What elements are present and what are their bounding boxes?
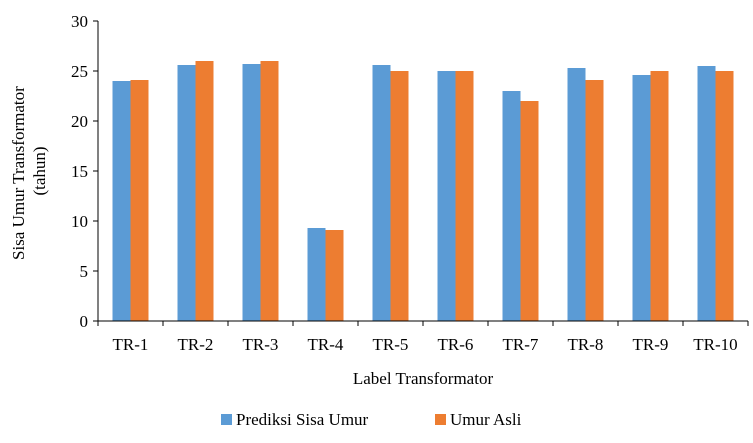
bar-umur-asli-tr-1	[130, 80, 149, 321]
y-axis: 0 5 10 15 20 25 30	[71, 12, 99, 331]
bar-umur-asli-tr-7	[520, 101, 539, 321]
bar-prediksi-tr-9	[632, 75, 651, 321]
y-tick-label: 0	[80, 312, 89, 331]
x-tick-label: TR-1	[113, 335, 149, 354]
bar-prediksi-tr-10	[697, 66, 716, 321]
bar-umur-asli-tr-4	[325, 230, 344, 321]
bars-group	[112, 61, 734, 321]
x-axis-title: Label Transformator	[353, 369, 494, 388]
y-tick-label: 15	[71, 162, 88, 181]
x-tick-label: TR-5	[373, 335, 409, 354]
x-tick-label: TR-6	[438, 335, 474, 354]
bar-umur-asli-tr-5	[390, 71, 409, 321]
x-tick-label: TR-4	[308, 335, 344, 354]
bar-prediksi-tr-2	[177, 65, 196, 321]
bar-prediksi-tr-1	[112, 81, 131, 321]
legend-swatch-prediksi	[221, 414, 232, 425]
x-tick-label: TR-3	[243, 335, 279, 354]
y-axis-title-line-2: (tahun)	[30, 146, 49, 195]
bar-prediksi-tr-5	[372, 65, 391, 321]
y-tick-label: 20	[71, 112, 88, 131]
bar-prediksi-tr-8	[567, 68, 586, 321]
bar-prediksi-tr-6	[437, 71, 456, 321]
bar-umur-asli-tr-3	[260, 61, 279, 321]
bar-umur-asli-tr-8	[585, 80, 604, 321]
bar-umur-asli-tr-2	[195, 61, 214, 321]
y-tick-label: 10	[71, 212, 88, 231]
y-axis-title-line-1: Sisa Umur Transformator	[9, 86, 28, 260]
y-tick-label: 30	[71, 12, 88, 31]
x-tick-label: TR-10	[693, 335, 737, 354]
bar-umur-asli-tr-9	[650, 71, 669, 321]
legend-label-prediksi: Prediksi Sisa Umur	[236, 410, 369, 429]
bar-prediksi-tr-4	[307, 228, 326, 321]
bar-prediksi-tr-3	[242, 64, 261, 321]
legend-label-umur-asli: Umur Asli	[450, 410, 522, 429]
legend-swatch-umur-asli	[435, 414, 446, 425]
legend: Prediksi Sisa Umur Umur Asli	[221, 410, 522, 429]
x-tick-label: TR-8	[568, 335, 604, 354]
x-tick-label: TR-9	[633, 335, 669, 354]
y-tick-label: 5	[80, 262, 89, 281]
bar-umur-asli-tr-6	[455, 71, 474, 321]
x-tick-label: TR-2	[178, 335, 214, 354]
y-tick-label: 25	[71, 62, 88, 81]
y-axis-title: Sisa Umur Transformator (tahun)	[9, 82, 49, 260]
bar-prediksi-tr-7	[502, 91, 521, 321]
x-tick-label: TR-7	[503, 335, 539, 354]
bar-umur-asli-tr-10	[715, 71, 734, 321]
x-axis: TR-1 TR-2 TR-3 TR-4 TR-5 TR-6 TR-7 TR-8 TR-9 TR-1…	[97, 320, 749, 354]
